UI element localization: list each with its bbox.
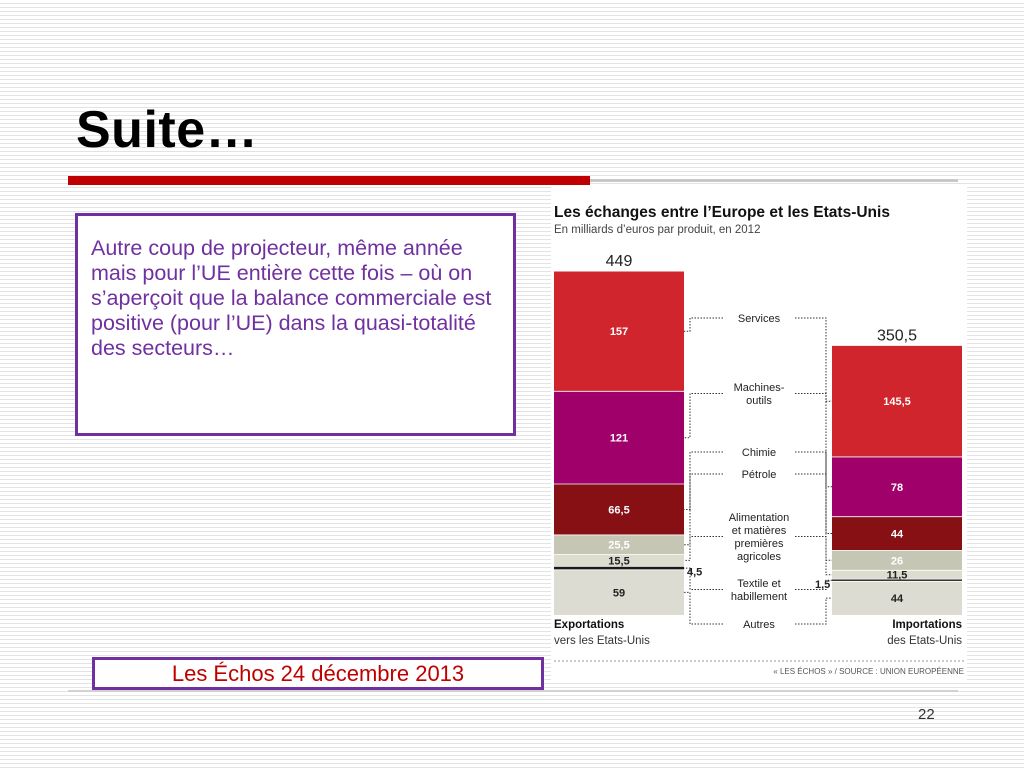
bar-1-segment-services (832, 345, 962, 457)
bar-1-caption-sub: des Etats-Unis (887, 635, 962, 647)
connector-chimie (684, 451, 832, 534)
connector-petrole (684, 473, 832, 561)
commentary-box: Autre coup de projecteur, même année mai… (75, 213, 516, 436)
bar-0-segment-chimie (554, 484, 684, 535)
bar-1-segment-alimentation (832, 570, 962, 580)
connector-autres (684, 591, 832, 625)
bar-0-label-machines: 121 (610, 433, 628, 445)
commentary-text: Autre coup de projecteur, même année mai… (91, 236, 492, 360)
bar-1-segment-machines (832, 456, 962, 517)
connector-machines (684, 393, 832, 488)
category-label-petrole: Pétrole (742, 469, 777, 481)
bar-0-label-chimie: 66,5 (608, 504, 629, 516)
category-label-alimentation-line-3: premières (735, 538, 784, 550)
bar-1-label-services: 145,5 (883, 396, 911, 408)
bar-1-label-chimie: 44 (891, 529, 904, 541)
category-label-textile-line-2: habillement (731, 591, 787, 603)
bar-1-label-alimentation: 11,5 (887, 570, 908, 582)
bar-0-label-alimentation: 15,5 (608, 555, 629, 567)
connector-alimentation (684, 536, 832, 576)
source-box: Les Échos 24 décembre 2013 (92, 657, 544, 690)
bar-1-segment-autres (832, 581, 962, 615)
title-underline-red (68, 176, 590, 185)
connector-services (684, 317, 832, 402)
bar-0-segment-textile (554, 566, 684, 570)
bar-0-segment-petrole (554, 534, 684, 555)
category-label-textile-line-1: Textile et (737, 578, 780, 590)
bar-0-segment-services (554, 271, 684, 392)
bar-0-label-petrole: 25,5 (608, 540, 629, 552)
chart-credit: « LES ÉCHOS » / SOURCE : UNION EUROPÉENN… (773, 667, 964, 676)
category-label-autres: Autres (743, 619, 775, 631)
chart-figure: Les échanges entre l’Europe et les Etats… (551, 185, 967, 680)
footer-divider (68, 690, 958, 692)
title-underline-gray (590, 179, 958, 182)
page-number: 22 (918, 706, 935, 723)
category-label-chimie: Chimie (742, 447, 776, 459)
bar-0-segment-machines (554, 391, 684, 485)
bar-1-segment-petrole (832, 550, 962, 571)
source-text: Les Échos 24 décembre 2013 (171, 661, 465, 686)
bar-1-label-textile: 1,5 (815, 579, 830, 591)
bar-1-label-machines: 78 (891, 482, 903, 494)
bar-0-label-autres: 59 (613, 587, 625, 599)
bar-0-label-services: 157 (610, 326, 628, 338)
bar-1-caption: Importations (892, 619, 962, 631)
chart-title: Les échanges entre l’Europe et les Etats… (554, 204, 890, 221)
bar-1-segment-textile (832, 579, 962, 582)
trade-chart: Les échanges entre l’Europe et les Etats… (554, 204, 964, 676)
bar-0-segment-alimentation (554, 554, 684, 567)
bar-0-segment-autres (554, 569, 684, 615)
bar-0-caption-sub: vers les Etats-Unis (554, 635, 650, 647)
bar-1-label-autres: 44 (891, 593, 904, 605)
category-label-machines-line-1: Machines- (734, 382, 785, 394)
bar-0-total: 449 (606, 253, 633, 270)
connector-textile (684, 567, 832, 590)
bar-1-label-petrole: 26 (891, 555, 903, 567)
category-label-services: Services (738, 313, 781, 325)
category-label-alimentation-line-4: agricoles (737, 551, 782, 563)
bar-0-caption: Exportations (554, 619, 624, 631)
category-label-alimentation-line-1: Alimentation (729, 512, 790, 524)
chart-subtitle: En milliards d’euros par produit, en 201… (554, 224, 760, 236)
category-label-alimentation-line-2: et matières (732, 525, 787, 537)
bar-1-total: 350,5 (877, 327, 917, 344)
bar-0-label-textile: 4,5 (687, 566, 702, 578)
category-label-machines-line-2: outils (746, 395, 772, 407)
bar-1-segment-chimie (832, 516, 962, 551)
slide-title: Suite… (76, 101, 259, 159)
